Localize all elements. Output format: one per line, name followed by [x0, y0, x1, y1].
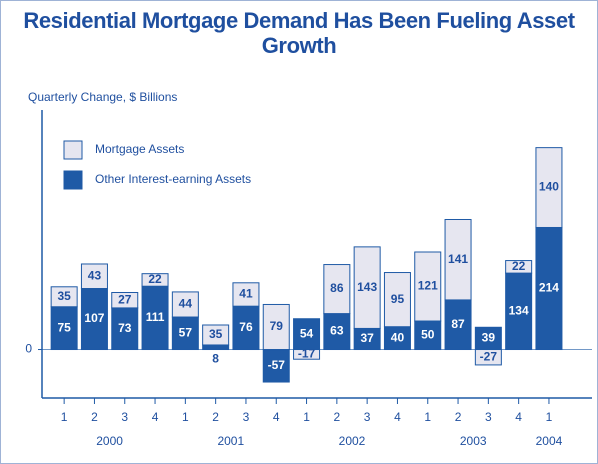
x-tick-label: 1: [182, 410, 189, 424]
bar-segment: [171, 316, 199, 351]
x-tick-label: 3: [364, 410, 371, 424]
value-label: 44: [179, 297, 193, 311]
bar-segment: [444, 299, 472, 351]
x-tick-label: 1: [424, 410, 431, 424]
value-label: 75: [57, 320, 71, 334]
year-label: 2001: [217, 434, 244, 448]
value-label: 40: [391, 330, 405, 344]
value-label: -17: [298, 347, 316, 361]
chart-title: Residential Mortgage Demand Has Been Fue…: [23, 8, 575, 58]
bar-segment: [232, 282, 260, 307]
bar-segment: [141, 273, 169, 287]
value-label: 214: [539, 281, 559, 295]
year-label: 2003: [460, 434, 487, 448]
bar-segment: [323, 313, 351, 351]
value-label: 41: [239, 287, 253, 301]
bar-segment: [323, 264, 351, 315]
value-label: 35: [57, 289, 71, 303]
bar-segment: [505, 260, 533, 274]
x-tick-label: 4: [273, 410, 280, 424]
bar-segment: [383, 272, 411, 328]
y-axis-label: Quarterly Change, $ Billions: [28, 90, 177, 104]
value-label: 140: [539, 180, 559, 194]
bar-segment: [414, 320, 442, 351]
value-label: 76: [239, 320, 253, 334]
x-tick-label: 2: [334, 410, 341, 424]
value-label: 121: [418, 279, 438, 293]
bar-segment: [202, 344, 230, 351]
x-tick-label: 2: [455, 410, 462, 424]
value-label: 87: [451, 317, 465, 331]
bar-segment: [80, 263, 108, 290]
legend-label: Other Interest-earning Assets: [95, 172, 251, 186]
value-label: 107: [84, 311, 104, 325]
value-label: -57: [268, 358, 286, 372]
bar-segment: [111, 291, 139, 309]
value-label: 35: [209, 327, 223, 341]
x-tick-label: 4: [515, 410, 522, 424]
legend-swatch: [63, 140, 83, 160]
bar-segment: [262, 349, 290, 383]
year-label: 2004: [536, 434, 563, 448]
bar-segment: [50, 306, 78, 351]
value-label: 39: [482, 331, 496, 345]
bar-segment: [171, 291, 199, 318]
value-label: 22: [512, 259, 526, 273]
x-tick-label: 1: [303, 410, 310, 424]
value-label: 95: [391, 292, 405, 306]
value-label: 22: [148, 272, 162, 286]
x-tick-label: 2: [212, 410, 219, 424]
x-tick-label: 4: [152, 410, 159, 424]
x-tick-label: 3: [485, 410, 492, 424]
bar-segment: [414, 251, 442, 322]
bar-segment: [50, 286, 78, 308]
bar-segment: [141, 285, 169, 351]
x-tick-label: 3: [243, 410, 250, 424]
value-label: 86: [330, 281, 344, 295]
bar-segment: [262, 303, 290, 351]
x-tick-label: 3: [121, 410, 128, 424]
value-label: 27: [118, 292, 132, 306]
value-label: 63: [330, 324, 344, 338]
x-tick-label: 2: [91, 410, 98, 424]
year-label: 2002: [339, 434, 366, 448]
x-tick-label: 1: [546, 410, 553, 424]
legend-label: Mortgage Assets: [95, 142, 184, 156]
bar-segment: [202, 324, 230, 346]
value-label: 141: [448, 252, 468, 266]
bar-segment: [353, 246, 381, 329]
value-label: -27: [480, 349, 498, 363]
value-label: 37: [360, 331, 374, 345]
value-label: 50: [421, 327, 435, 341]
value-label: 134: [509, 303, 529, 317]
x-tick-label: 4: [394, 410, 401, 424]
value-label: 54: [300, 326, 314, 340]
bar-segment: [444, 218, 472, 301]
value-label: 73: [118, 321, 132, 335]
y-tick-label: 0: [25, 342, 32, 356]
value-label: 43: [88, 268, 102, 282]
year-label: 2000: [96, 434, 123, 448]
legend-swatch: [63, 170, 83, 190]
value-label: 57: [179, 325, 193, 339]
value-label: 8: [212, 352, 219, 366]
value-label: 143: [357, 280, 377, 294]
bar-segment: [535, 147, 563, 228]
value-label: 111: [146, 310, 165, 324]
x-tick-label: 1: [61, 410, 68, 424]
value-label: 79: [270, 319, 284, 333]
